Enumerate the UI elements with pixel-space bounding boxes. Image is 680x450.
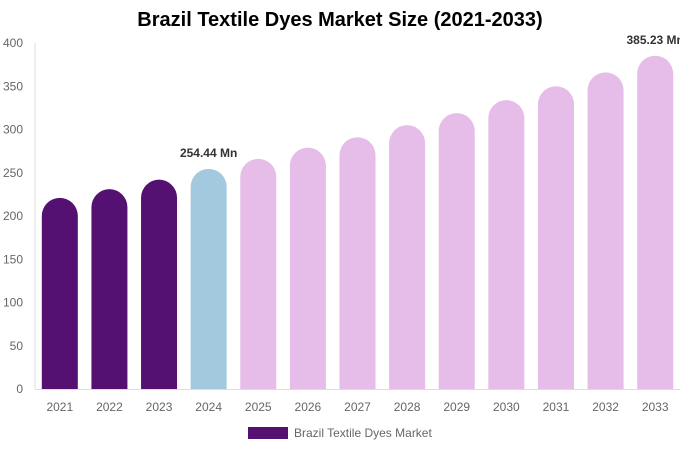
y-tick-label: 400 (3, 36, 23, 50)
x-tick-label: 2033 (642, 400, 669, 414)
x-tick-label: 2031 (543, 400, 570, 414)
bar-2023 (141, 179, 178, 389)
bar-2031 (537, 86, 574, 389)
bar-2024 (190, 168, 227, 389)
x-tick-label: 2023 (146, 400, 173, 414)
bar-2021 (41, 197, 78, 389)
bar-2026 (289, 147, 326, 389)
y-tick-label: 300 (3, 123, 23, 137)
y-tick-label: 250 (3, 166, 23, 180)
x-tick-label: 2021 (46, 400, 73, 414)
bar-2027 (339, 137, 376, 389)
data-label: 385.23 Mn (627, 33, 680, 47)
x-tick-label: 2026 (295, 400, 322, 414)
y-tick-label: 150 (3, 252, 23, 266)
x-tick-label: 2022 (96, 400, 123, 414)
legend[interactable]: Brazil Textile Dyes Market (248, 426, 432, 440)
legend-swatch (248, 427, 288, 439)
x-tick-label: 2028 (394, 400, 421, 414)
chart-title: Brazil Textile Dyes Market Size (2021-20… (137, 9, 543, 31)
bar-2028 (389, 125, 426, 390)
x-tick-label: 2024 (195, 400, 222, 414)
x-tick-label: 2029 (443, 400, 470, 414)
bar-2022 (91, 189, 128, 389)
y-tick-label: 50 (10, 339, 24, 353)
legend-label: Brazil Textile Dyes Market (294, 426, 432, 440)
bar-2032 (587, 72, 624, 389)
x-tick-label: 2027 (344, 400, 371, 414)
bar-2029 (438, 113, 475, 389)
bar-2030 (488, 100, 525, 389)
y-tick-label: 200 (3, 209, 23, 223)
x-tick-label: 2030 (493, 400, 520, 414)
y-tick-label: 100 (3, 296, 23, 310)
bar-2033 (637, 55, 674, 389)
data-label: 254.44 Mn (180, 146, 237, 160)
bar-2025 (240, 158, 277, 389)
y-tick-label: 350 (3, 79, 23, 93)
x-tick-label: 2025 (245, 400, 272, 414)
y-tick-label: 0 (16, 382, 23, 396)
x-tick-label: 2032 (592, 400, 619, 414)
